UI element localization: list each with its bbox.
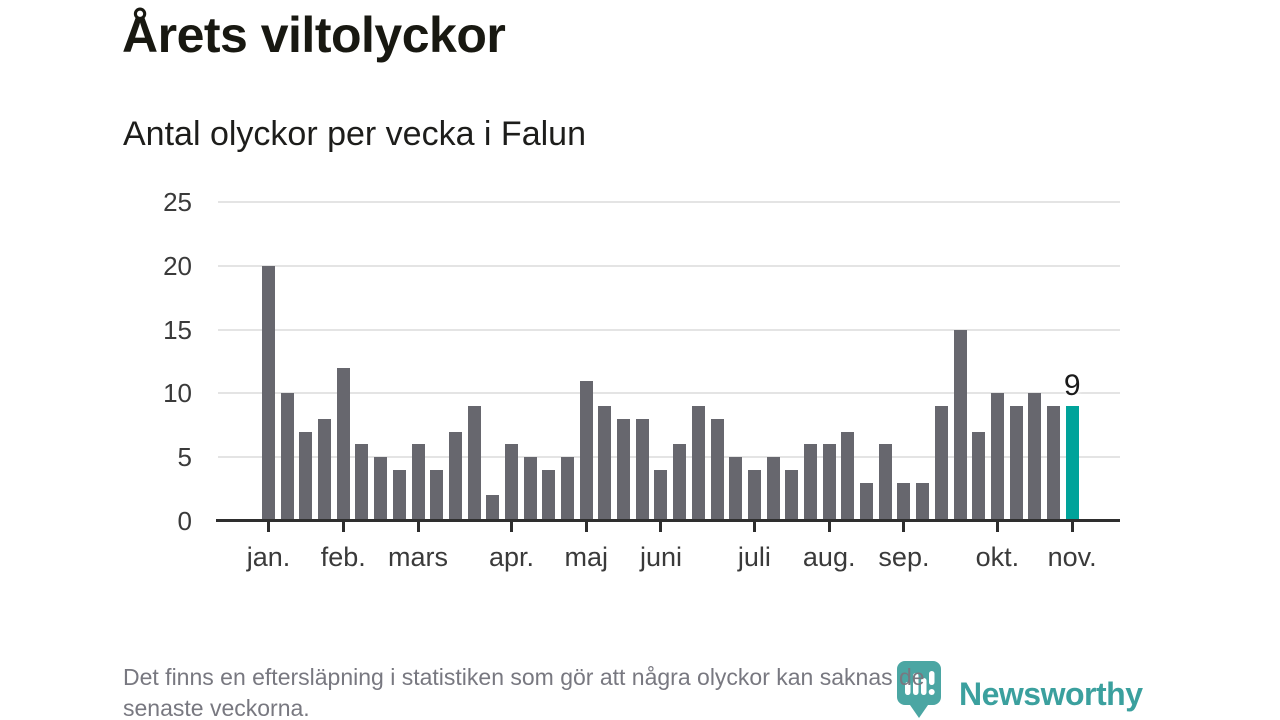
chart-title: Årets viltolyckor [122, 7, 506, 63]
y-axis-label-15: 15 [163, 314, 192, 345]
x-axis-tick-maj [584, 522, 588, 532]
bar-week-2 [280, 393, 294, 521]
bar-week-5 [336, 367, 350, 521]
x-axis-tick-feb [341, 522, 345, 532]
bar-week-40 [990, 393, 1004, 521]
bar-week-43 [1046, 406, 1060, 521]
footnote-line-2: senaste veckorna. [123, 695, 310, 720]
bar-week-13 [486, 495, 500, 521]
bar-week-6 [355, 444, 369, 521]
gridline-20 [218, 264, 1120, 267]
y-axis-label-10: 10 [163, 378, 192, 409]
bar-week-14 [504, 444, 518, 521]
bar-week-3 [299, 431, 313, 521]
x-axis-tick-apr [509, 522, 513, 532]
bar-week-4 [318, 418, 332, 521]
x-axis-label-maj: maj [564, 542, 608, 572]
footnote-line-1: Det finns en eftersläpning i statistiken… [123, 664, 925, 690]
bar-week-30 [804, 444, 817, 521]
bar-week-16 [542, 469, 556, 521]
gridline-25 [218, 201, 1120, 203]
bar-week-34 [878, 444, 892, 521]
highlighted-bar-value-label: 9 [1063, 369, 1081, 403]
x-axis-label-feb: feb. [320, 542, 366, 572]
bar-week-44 [1065, 406, 1079, 521]
y-axis-label-20: 20 [163, 250, 192, 281]
bar-week-29 [785, 469, 799, 521]
bar-week-25 [710, 418, 724, 521]
bar-week-18 [579, 380, 593, 521]
bar-week-38 [953, 329, 967, 521]
bar-week-9 [411, 444, 425, 521]
bar-week-26 [729, 457, 743, 521]
x-axis-tick-mars [416, 522, 420, 532]
bar-week-15 [523, 457, 537, 521]
x-axis-line [216, 519, 1120, 522]
bar-week-31 [822, 444, 836, 521]
newsworthy-chart-bubble-icon [897, 661, 941, 718]
bar-week-19 [598, 406, 612, 521]
bar-week-27 [747, 469, 761, 521]
x-axis-tick-nov [1070, 522, 1074, 532]
footnote: Det finns en eftersläpning i statistiken… [123, 662, 925, 720]
gridline-5 [218, 456, 1120, 459]
x-axis-tick-aug [827, 522, 831, 532]
bar-week-28 [766, 457, 780, 521]
chart-subtitle: Antal olyckor per vecka i Falun [123, 115, 586, 153]
x-axis-label-jan: jan. [246, 542, 291, 572]
gridline-10 [218, 392, 1120, 395]
bar-week-41 [1009, 406, 1023, 521]
bar-week-10 [430, 469, 444, 521]
x-axis-label-sep: sep. [878, 542, 930, 572]
bar-week-23 [673, 444, 687, 521]
x-axis-label-mars: mars [388, 542, 449, 572]
x-axis-label-juni: juni [639, 542, 682, 572]
bar-week-37 [934, 406, 948, 521]
bar-week-42 [1028, 393, 1042, 521]
bar-week-7 [374, 457, 388, 521]
x-axis-label-apr: apr. [488, 542, 534, 572]
x-axis-label-aug: aug. [802, 542, 856, 572]
x-axis-label-nov: nov. [1047, 542, 1097, 572]
bar-week-39 [972, 431, 986, 521]
bar-week-24 [691, 406, 705, 521]
gridline-15 [218, 328, 1120, 331]
bar-week-8 [392, 469, 406, 521]
x-axis-tick-okt [995, 522, 999, 532]
bar-week-21 [635, 418, 649, 521]
bar-week-32 [841, 431, 855, 521]
bar-week-36 [916, 482, 930, 521]
bar-week-20 [617, 418, 631, 521]
y-axis-label-25: 25 [163, 187, 192, 217]
x-axis-label-okt: okt. [975, 542, 1020, 572]
bar-week-1 [262, 265, 275, 521]
x-axis-tick-jan [267, 522, 270, 532]
x-axis-tick-juli [752, 522, 756, 532]
y-axis-label-0: 0 [177, 506, 192, 536]
bar-week-11 [448, 431, 462, 521]
x-axis-tick-sep [902, 522, 906, 532]
bar-week-12 [467, 406, 481, 521]
bar-week-17 [561, 457, 575, 521]
bar-week-22 [654, 469, 668, 521]
newsworthy-logo-text: Newsworthy [959, 676, 1143, 712]
bar-week-35 [897, 482, 911, 521]
x-axis-tick-juni [659, 522, 663, 532]
x-axis-label-juli: juli [737, 542, 771, 572]
y-axis-label-5: 5 [177, 442, 192, 473]
bar-week-33 [860, 482, 874, 521]
